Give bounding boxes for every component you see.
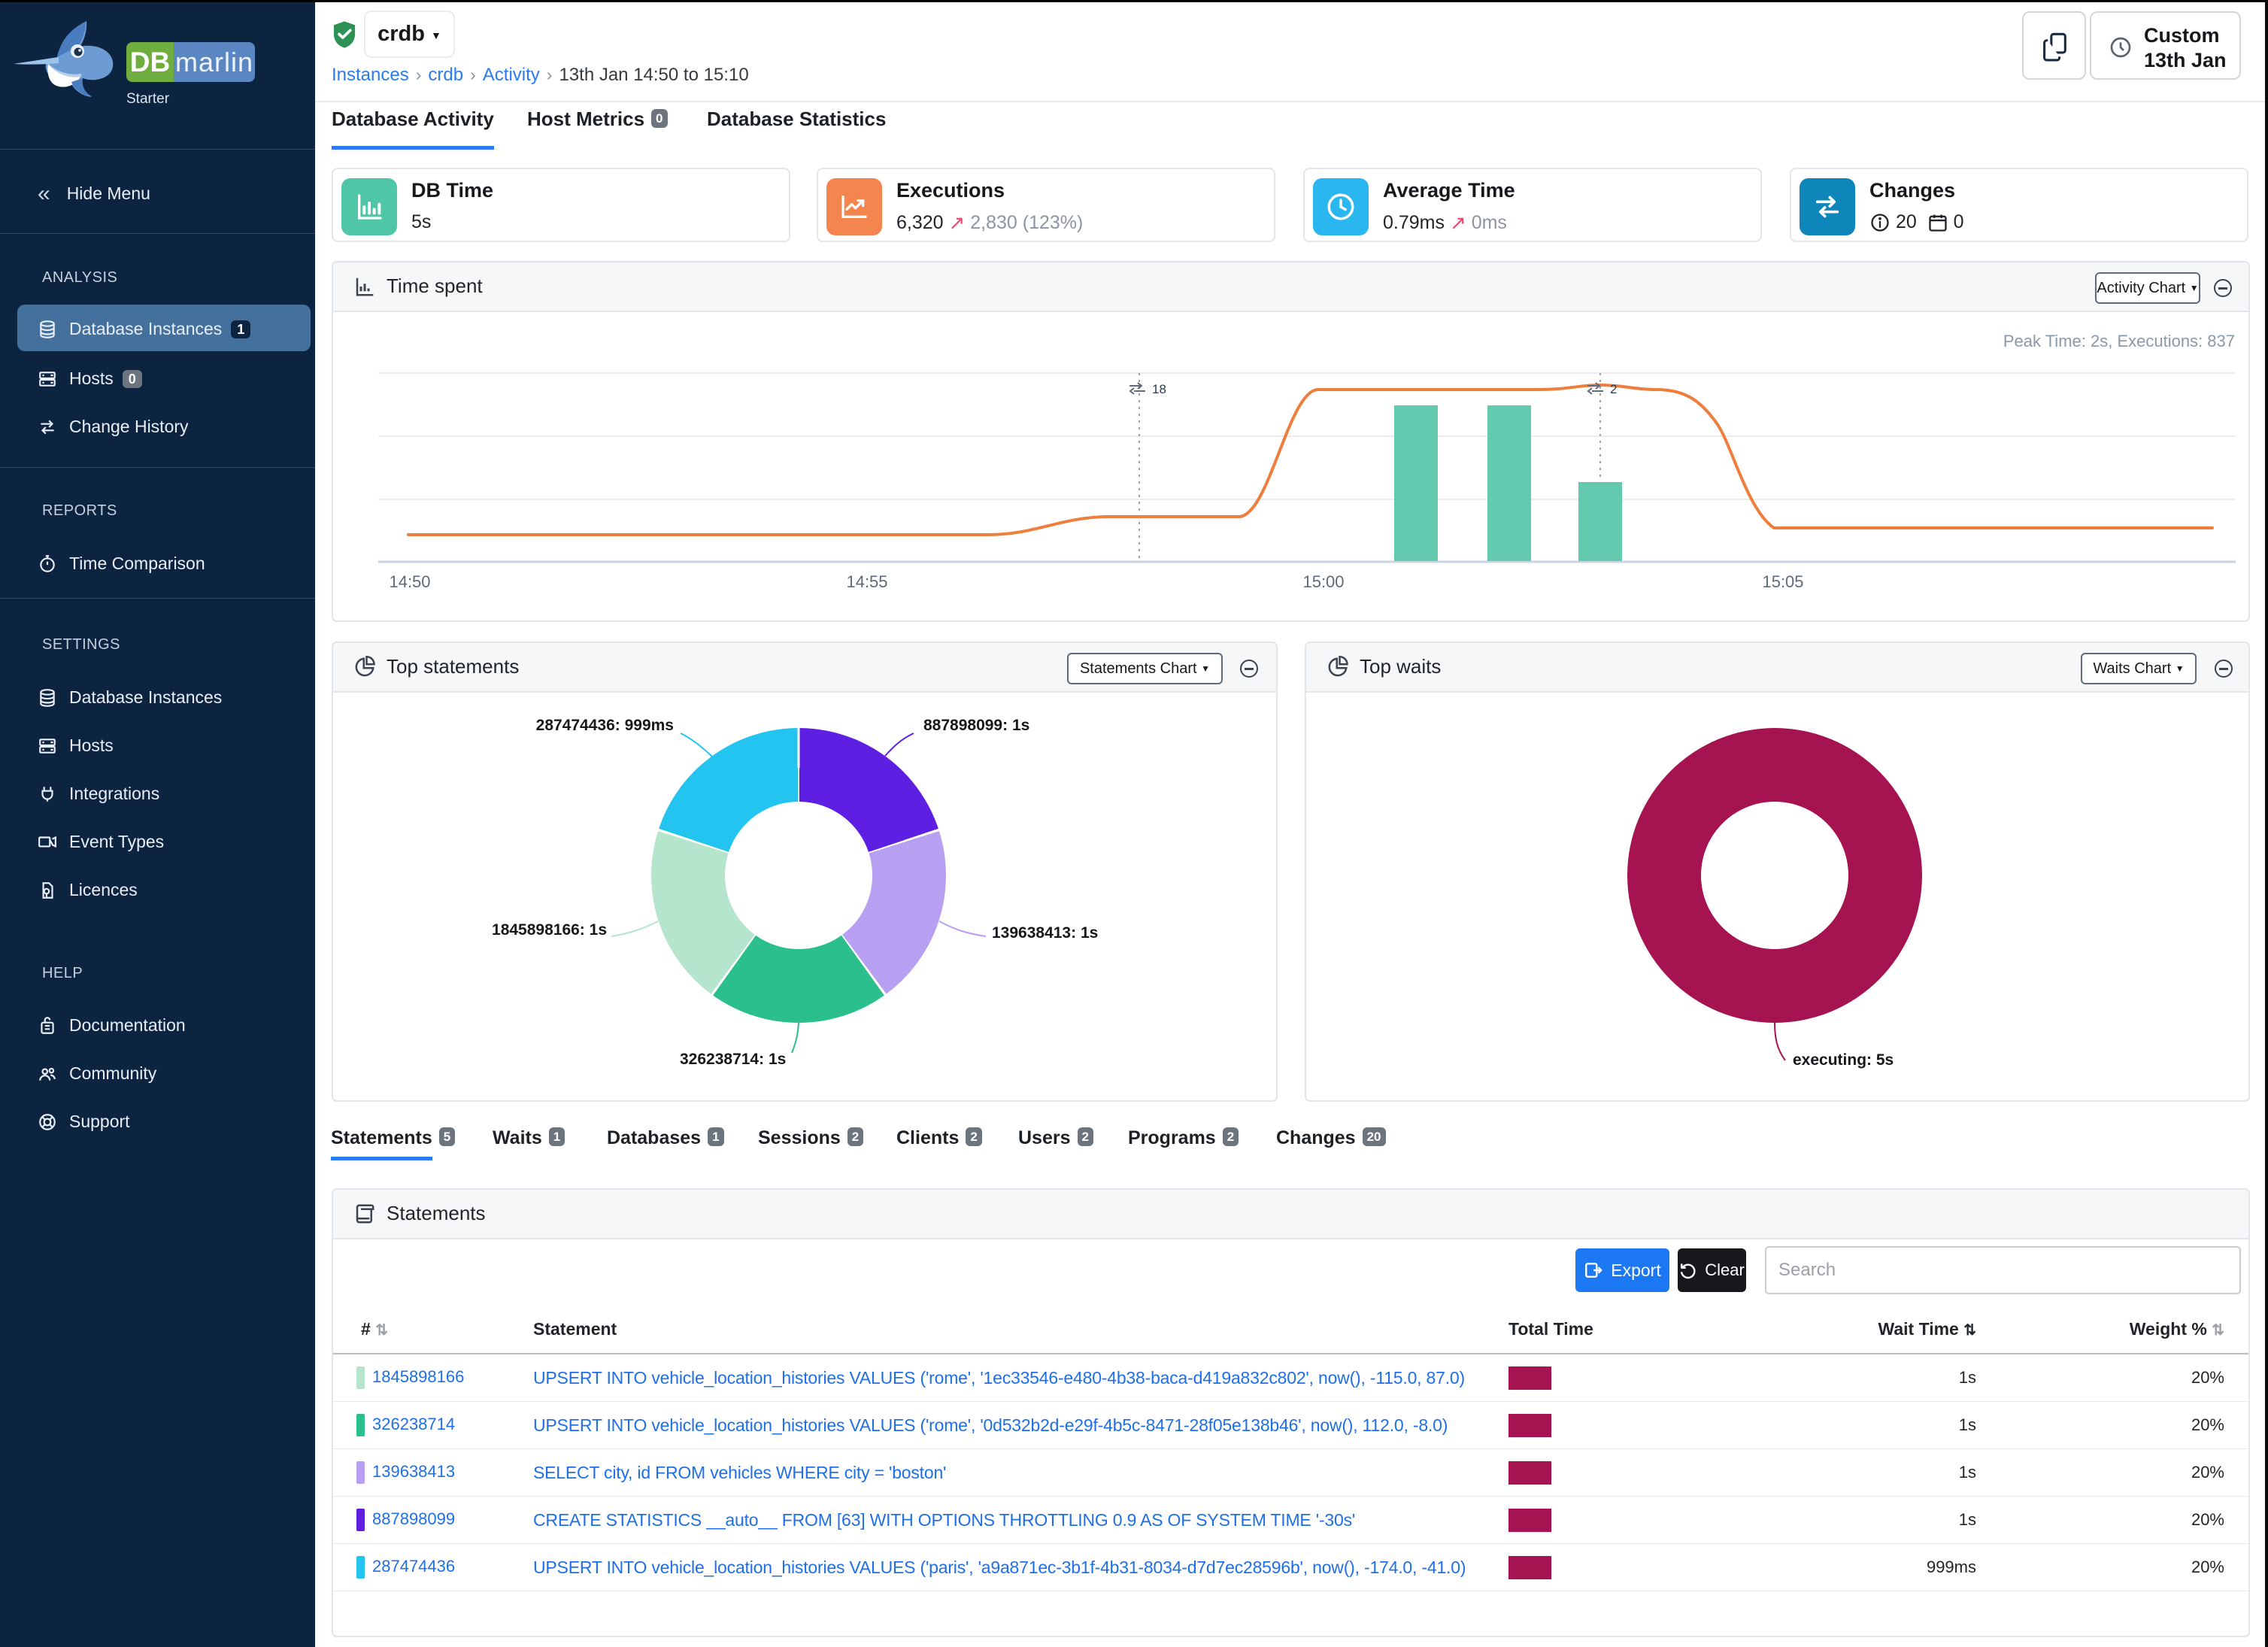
svg-text:15:05: 15:05 [1762, 572, 1803, 591]
svg-text:15:00: 15:00 [1302, 572, 1344, 591]
svg-text:14:55: 14:55 [846, 572, 887, 591]
svg-text:2: 2 [1610, 382, 1617, 396]
svg-text:18: 18 [1152, 382, 1166, 396]
svg-text:14:50: 14:50 [389, 572, 430, 591]
